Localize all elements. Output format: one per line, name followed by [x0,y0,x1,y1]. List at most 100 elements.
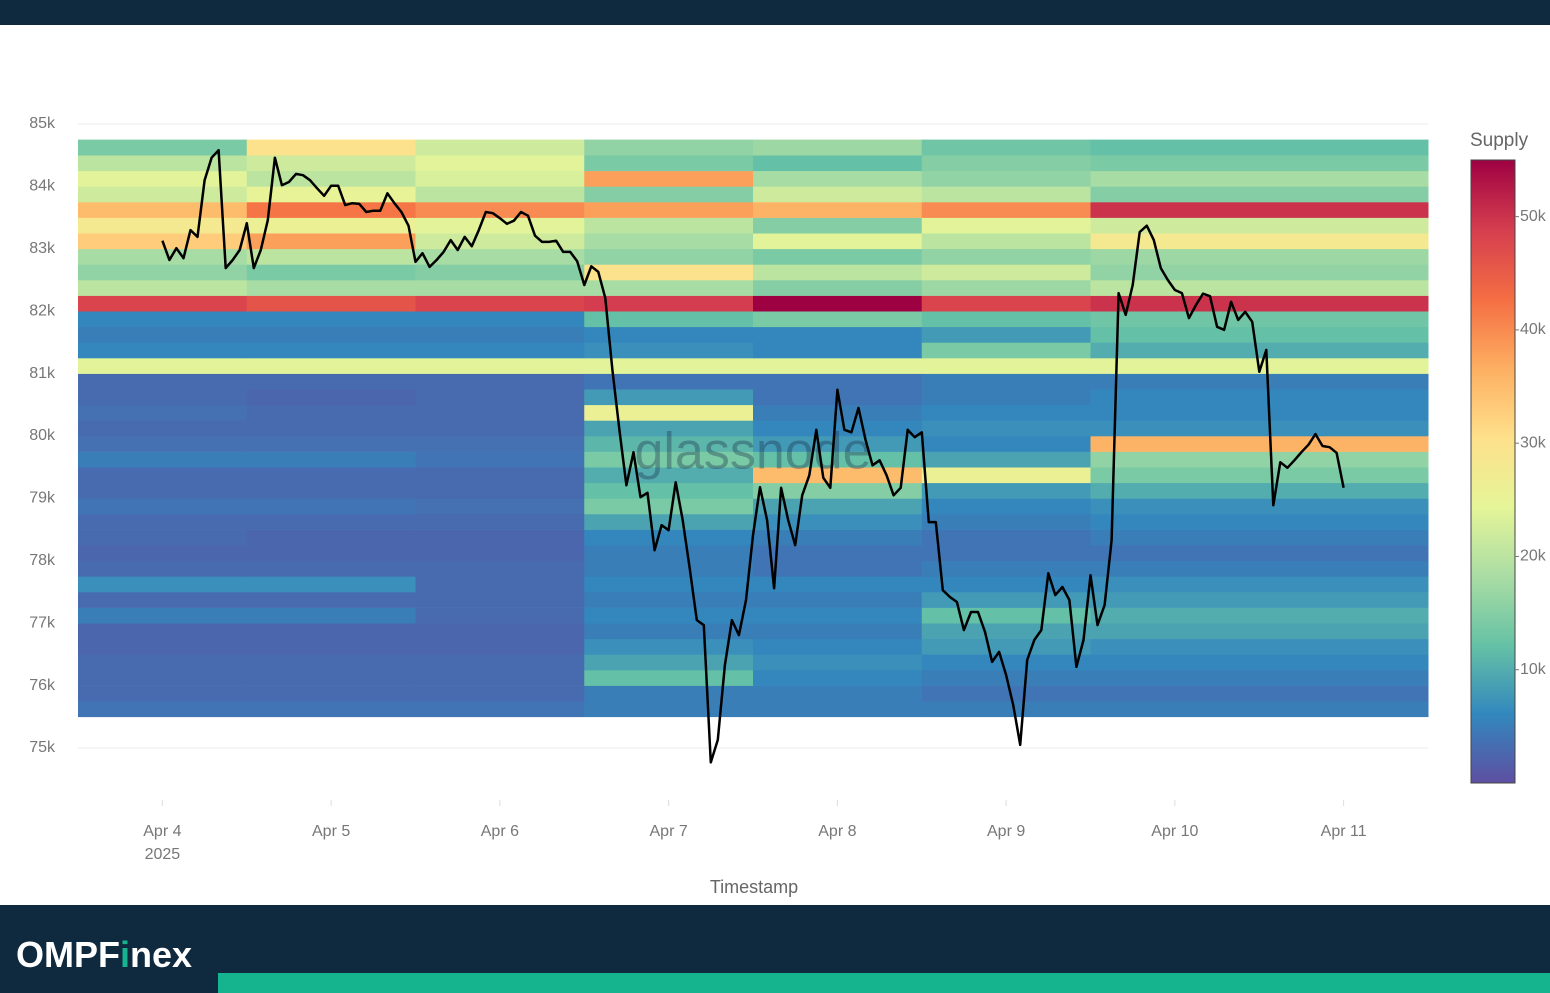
heatmap-cell [921,514,1091,530]
heatmap-cell [1090,233,1429,250]
heatmap-cell [415,264,585,281]
heatmap-cell [1090,514,1429,530]
heatmap-cell [584,155,754,172]
heatmap-cell [78,685,248,702]
heatmap-cell [753,217,923,234]
heatmap-cell [246,233,416,250]
heatmap-cell [921,623,1091,640]
heatmap-cell [584,186,754,203]
heatmap-cell [921,389,1091,406]
heatmap-cell [584,638,754,655]
heatmap-cell [921,358,1091,374]
heatmap-cell [78,373,248,390]
heatmap-cell [584,498,754,515]
heatmap-cell [78,576,248,593]
heatmap-cell [78,139,248,156]
heatmap-cell [753,545,923,562]
heatmap-cell [921,233,1091,250]
y-tick-label: 79k [29,490,56,507]
heatmap-cell [753,592,923,608]
heatmap-cell [415,482,585,499]
heatmap-cell [415,248,585,265]
heatmap-cell [921,576,1091,593]
heatmap-cell [1090,560,1429,577]
heatmap-cell [753,670,923,686]
heatmap-cell [584,670,754,686]
heatmap-cell [1090,685,1429,702]
heatmap-cell [415,139,585,156]
heatmap-cell [415,451,585,468]
heatmap-cell [753,654,923,671]
colorbar [1470,159,1516,784]
x-tick-label: Apr 7 [650,823,688,840]
heatmap-cell [415,170,585,187]
heatmap-cell [78,607,248,624]
heatmap-cell [921,248,1091,265]
heatmap-cell [1090,389,1429,406]
heatmap-cell [78,498,248,515]
top-bar [0,0,1550,25]
heatmap-cell [921,560,1091,577]
heatmap-cell [415,498,585,515]
heatmap-cell [921,436,1091,452]
heatmap-cell [921,311,1091,328]
heatmap-cell [1090,529,1429,546]
heatmap-cell [753,467,923,484]
heatmap-cell [753,264,923,281]
heatmap-cell [1090,280,1429,296]
heatmap-cell [753,436,923,452]
heatmap-cell [246,607,416,624]
heatmap-cell [1090,670,1429,686]
y-tick-label: 75k [29,739,56,756]
x-tick-label: Apr 5 [312,823,350,840]
heatmap-cell [246,592,416,608]
heatmap-cell [246,295,416,312]
heatmap-cell [415,186,585,203]
heatmap-cell [921,155,1091,172]
heatmap-cell [415,155,585,172]
heatmap-cell [921,202,1091,218]
heatmap-cell [921,638,1091,655]
heatmap-cell [1090,420,1429,437]
heatmap-cell [78,623,248,640]
heatmap-cell [78,529,248,546]
heatmap-cell [1090,638,1429,655]
heatmap-cell [921,326,1091,343]
heatmap-cell [1090,311,1429,328]
heatmap-cell [1090,326,1429,343]
heatmap-cell [921,139,1091,156]
heatmap-cell [1090,342,1429,359]
heatmap-cell [415,420,585,437]
watermark: glassnode [634,423,871,481]
heatmap-cell [246,654,416,671]
heatmap-cell [1090,404,1429,421]
heatmap-cell [246,685,416,702]
heatmap-cell [78,280,248,296]
heatmap-cell [921,342,1091,359]
heatmap-cell [1090,202,1429,218]
heatmap-cell [584,170,754,187]
heatmap-cell [246,436,416,452]
heatmap-cell [415,514,585,530]
heatmap-cell [584,607,754,624]
heatmap-cell [1090,264,1429,281]
heatmap-cell [753,139,923,156]
heatmap-cell [78,420,248,437]
heatmap-cell [1090,170,1429,187]
heatmap-cell [415,436,585,452]
heatmap-cell [753,170,923,187]
y-tick-label: 83k [29,240,56,257]
heatmap-cell [921,295,1091,312]
heatmap-cell [415,389,585,406]
heatmap-cell [246,264,416,281]
heatmap-cell [1090,607,1429,624]
heatmap-cell [78,467,248,484]
heatmap-cell [246,482,416,499]
x-axis-title: Timestamp [710,877,798,897]
heatmap-cell [246,311,416,328]
logo-part: OMPF [16,934,120,975]
heatmap-cell [1090,654,1429,671]
heatmap-cell [753,373,923,390]
x-tick-label: Apr 11 [1321,823,1367,840]
heatmap-cell [1090,436,1429,452]
